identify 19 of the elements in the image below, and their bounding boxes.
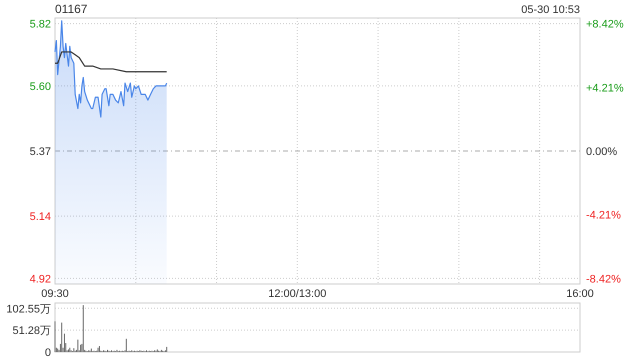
x-tick-label: 09:30 — [41, 288, 69, 300]
y-tick-label: 5.37 — [30, 146, 51, 158]
x-tick-label: 16:00 — [566, 288, 594, 300]
y2-tick-label: +4.21% — [586, 82, 624, 94]
y-tick-label: 102.55万 — [6, 303, 51, 316]
y2-tick-label: +8.42% — [586, 18, 624, 31]
y-tick-label: 51.28万 — [12, 325, 51, 338]
y-tick-label: 0 — [44, 347, 51, 359]
y-tick-label: 5.14 — [30, 211, 51, 224]
x-tick-label: 12:00/13:00 — [268, 288, 326, 300]
y2-tick-label: -4.21% — [586, 210, 622, 222]
y-tick-label: 5.60 — [30, 80, 51, 93]
chart-subtitle: 05-30 10:53 — [521, 4, 580, 16]
y-tick-label: 4.92 — [30, 273, 51, 286]
chart-title: 01167 — [55, 2, 88, 16]
y-tick-label: 5.82 — [30, 18, 51, 31]
line-series — [54, 51, 168, 72]
y2-tick-label: 0.00% — [586, 146, 618, 158]
y2-tick-label: -8.42% — [586, 273, 622, 286]
